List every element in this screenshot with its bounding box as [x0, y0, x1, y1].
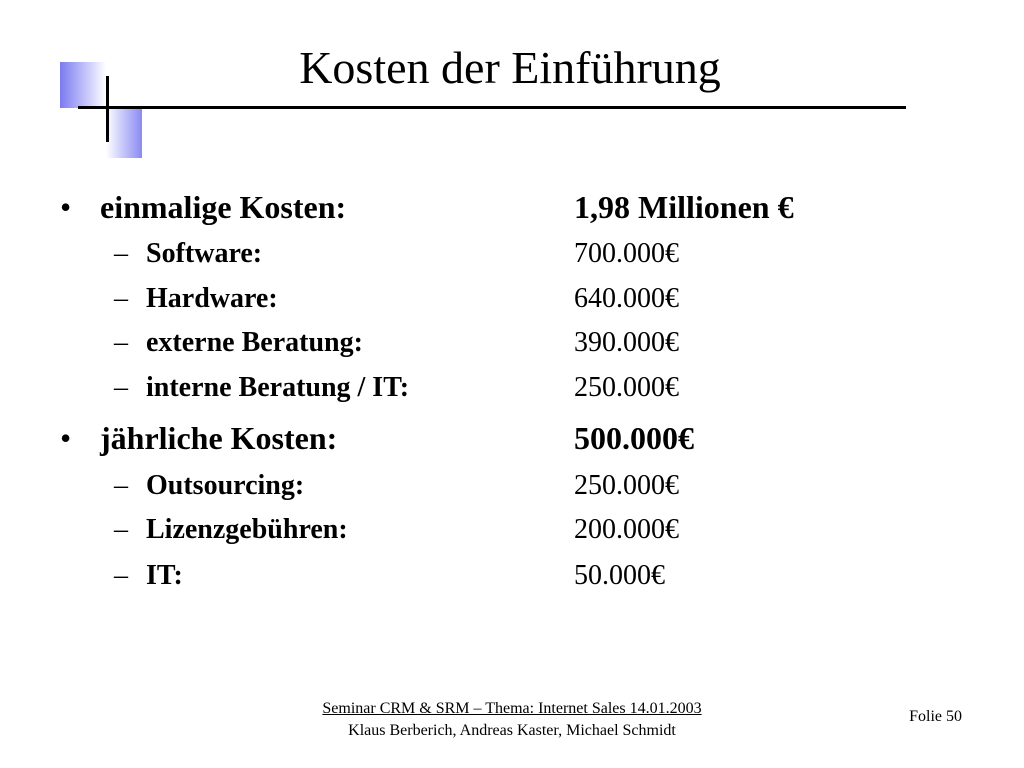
- cost-item-value: 640.000€: [574, 283, 679, 314]
- dash: –: [114, 470, 128, 501]
- section-value: 500.000€: [574, 420, 694, 456]
- dash: –: [114, 372, 128, 403]
- bullet: •: [60, 189, 72, 225]
- dash: –: [114, 560, 128, 591]
- footer-authors: Klaus Berberich, Andreas Kaster, Michael…: [348, 722, 676, 739]
- footer-seminar-link[interactable]: Seminar CRM & SRM – Thema: Internet Sale…: [322, 700, 702, 717]
- corner-decoration-top: [60, 62, 106, 108]
- cost-item-value: 50.000€: [574, 560, 665, 591]
- cost-item-label: Software:: [146, 238, 263, 269]
- cost-item-label: IT:: [146, 560, 183, 591]
- section-label: jährliche Kosten:: [100, 420, 338, 456]
- slide-title: Kosten der Einführung: [299, 42, 721, 93]
- cost-item-value: 200.000€: [574, 514, 679, 545]
- title-underline: [78, 106, 906, 109]
- footer: Seminar CRM & SRM – Thema: Internet Sale…: [212, 698, 812, 742]
- dash: –: [114, 238, 128, 269]
- cost-item-value: 250.000€: [574, 470, 679, 501]
- cost-item-value: 700.000€: [574, 238, 679, 269]
- cost-item-label: Outsourcing:: [146, 470, 305, 501]
- dash: –: [114, 514, 128, 545]
- dash: –: [114, 283, 128, 314]
- section-label: einmalige Kosten:: [100, 189, 347, 225]
- cost-item-label: interne Beratung / IT:: [146, 372, 410, 403]
- cost-item-label: externe Beratung:: [146, 327, 363, 358]
- cost-item-value: 390.000€: [574, 327, 679, 358]
- slide-number: Folie 50: [909, 708, 962, 725]
- cost-item-label: Hardware:: [146, 283, 278, 314]
- section-value: 1,98 Millionen €: [574, 189, 794, 225]
- cost-item-label: Lizenzgebühren:: [146, 514, 348, 545]
- cost-item-value: 250.000€: [574, 372, 679, 403]
- corner-decoration-bottom: [106, 108, 142, 158]
- dash: –: [114, 327, 128, 358]
- corner-decoration-line: [106, 76, 109, 142]
- bullet: •: [60, 420, 72, 456]
